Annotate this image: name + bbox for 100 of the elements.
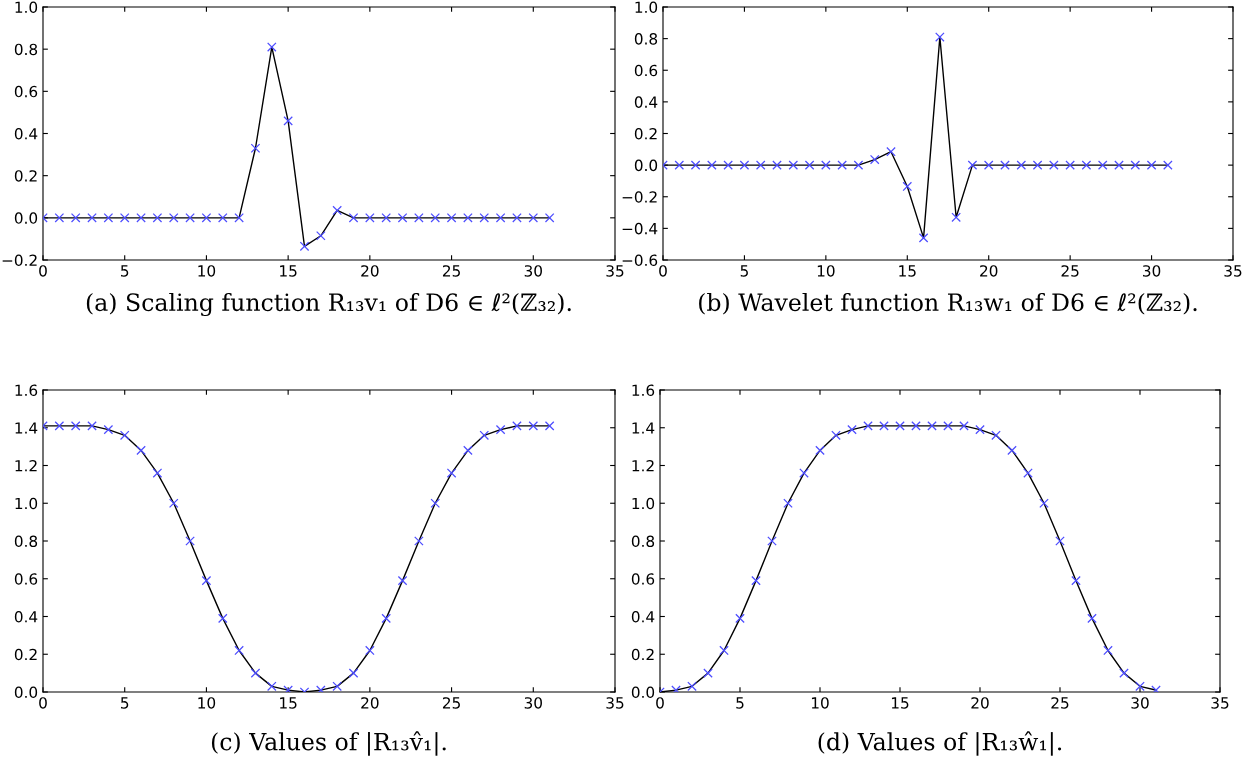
point	[528, 421, 539, 431]
point	[935, 32, 945, 42]
point	[690, 160, 701, 170]
point	[283, 116, 293, 126]
point	[1032, 160, 1043, 170]
point	[365, 213, 375, 223]
x-tick-label: 25	[442, 697, 460, 709]
point	[755, 160, 766, 170]
y-tick-label: 0.0	[634, 159, 658, 172]
point	[1135, 681, 1145, 692]
x-tick-label: 5	[736, 697, 744, 709]
point	[674, 160, 685, 170]
x-tick-label: 0	[659, 265, 667, 277]
text: (c) Values of |R₁₃v̂₁|.	[211, 731, 446, 756]
point	[217, 213, 228, 223]
point	[1007, 445, 1017, 456]
point	[951, 212, 961, 223]
x-tick-label: 30	[1131, 697, 1149, 709]
text: (b) Wavelet function R₁₃w₁ of D6 ∈ ℓ²(ℤ₃₂).	[699, 292, 1197, 315]
point	[799, 468, 809, 478]
point	[250, 143, 261, 154]
y-tick-label: 0.6	[631, 573, 655, 585]
point	[495, 424, 506, 435]
y-tick-label: 1.0	[632, 497, 655, 510]
y-tick-label: 0.8	[631, 535, 655, 548]
y-tick-label: 0.4	[14, 610, 38, 623]
y-tick-label: 1.6	[632, 384, 655, 397]
point	[772, 160, 782, 170]
y-tick-label: 1.2	[632, 459, 654, 472]
point	[70, 213, 81, 223]
point	[217, 613, 228, 624]
point	[1114, 160, 1124, 170]
point	[332, 205, 342, 216]
point	[735, 613, 745, 624]
point	[136, 445, 146, 456]
point	[119, 430, 130, 441]
x-tick-label: 15	[899, 265, 916, 277]
point	[1049, 160, 1059, 170]
point	[152, 468, 163, 478]
point	[430, 498, 441, 509]
point	[267, 42, 277, 52]
point	[201, 575, 212, 586]
x-tick-label: 15	[280, 697, 297, 709]
point	[136, 213, 146, 223]
y-tick-label: 0.2	[14, 648, 37, 661]
point	[886, 146, 896, 157]
point	[234, 213, 244, 223]
point	[479, 213, 490, 223]
point	[1000, 160, 1010, 170]
y-tick-label: 0.2	[634, 127, 657, 140]
x-tick-label: 15	[891, 697, 909, 709]
y-tick-label: 0.6	[14, 85, 38, 98]
x-tick-label: 0	[656, 697, 664, 709]
x-tick-label: 35	[1211, 697, 1229, 709]
point	[348, 668, 359, 678]
x-tick-label: 30	[1143, 265, 1161, 277]
point	[804, 160, 815, 170]
y-tick-label: −0.4	[622, 222, 658, 235]
point	[414, 536, 424, 546]
point	[815, 445, 825, 456]
point	[847, 424, 857, 435]
point	[975, 424, 985, 435]
point	[703, 668, 713, 678]
point	[348, 213, 359, 223]
x-tick-label: 5	[740, 265, 748, 277]
point	[719, 645, 729, 656]
point	[463, 213, 473, 223]
x-tick-label: 20	[361, 697, 379, 709]
point	[54, 421, 65, 431]
point	[234, 645, 244, 656]
y-tick-label: 0.4	[14, 127, 38, 140]
point	[365, 645, 375, 656]
point	[1103, 645, 1113, 656]
point	[918, 233, 929, 243]
y-tick-label: 1.2	[15, 459, 37, 472]
point	[863, 421, 873, 431]
point	[544, 213, 555, 223]
point	[1130, 160, 1141, 170]
point	[103, 213, 114, 223]
y-tick-label: 0.6	[14, 573, 38, 585]
point	[185, 536, 195, 546]
point	[397, 575, 408, 586]
y-tick-label: −0.6	[622, 254, 658, 267]
y-tick-label: 0.2	[14, 170, 37, 182]
point	[1146, 160, 1157, 170]
point	[983, 160, 994, 170]
point	[707, 160, 717, 170]
x-tick-label: 10	[198, 697, 216, 709]
x-tick-label: 30	[524, 697, 542, 709]
point	[879, 421, 889, 431]
point	[927, 421, 937, 431]
x-tick-label: 25	[1051, 697, 1069, 709]
y-tick-label: −0.2	[2, 254, 37, 267]
x-tick-label: 15	[280, 265, 297, 277]
text: (d) Values of |R₁₃ŵ₁|.	[818, 731, 1062, 756]
point	[185, 213, 195, 223]
point	[1119, 668, 1129, 678]
point	[1087, 613, 1097, 624]
y-tick-label: 1.4	[632, 422, 655, 434]
point	[1163, 160, 1173, 170]
